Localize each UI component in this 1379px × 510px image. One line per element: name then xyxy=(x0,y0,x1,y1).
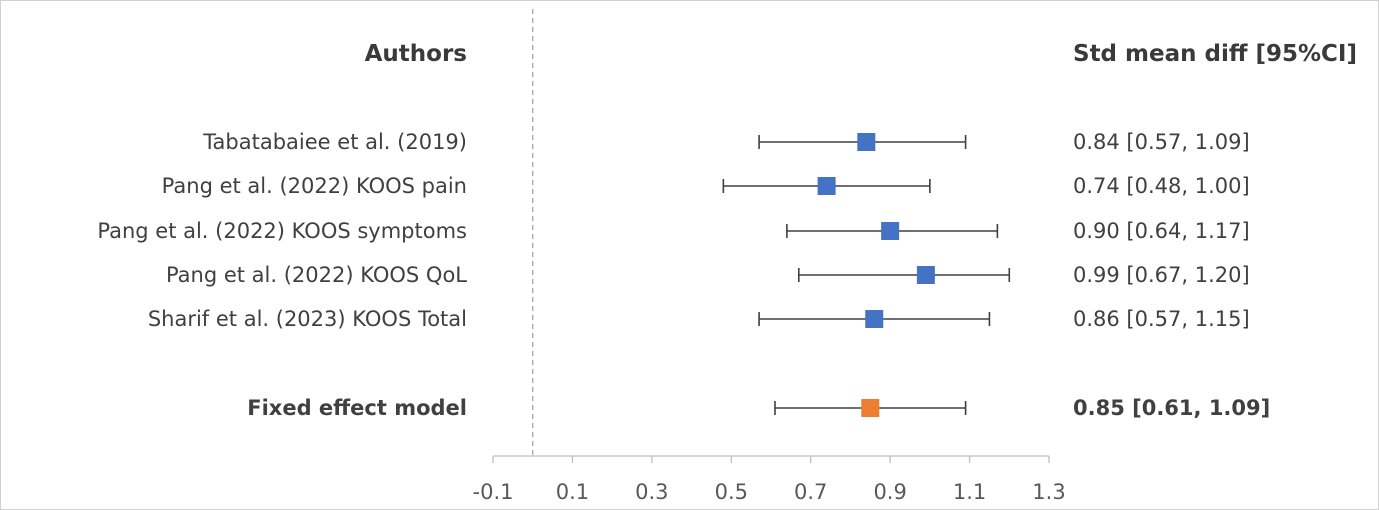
estimate-marker xyxy=(865,310,884,328)
row-label: Pang et al. (2022) KOOS QoL xyxy=(165,263,467,287)
x-tick-label: 0.9 xyxy=(873,480,906,504)
estimate-marker xyxy=(881,222,900,240)
row-effect-text: 0.99 [0.67, 1.20] xyxy=(1073,263,1250,287)
row-label: Pang et al. (2022) KOOS pain xyxy=(161,174,467,198)
row-effect-text: 0.90 [0.64, 1.17] xyxy=(1073,219,1250,243)
estimate-marker xyxy=(861,399,880,417)
row-effect-text: 0.86 [0.57, 1.15] xyxy=(1073,307,1250,331)
x-tick-label: 1.1 xyxy=(953,480,986,504)
row-effect-text: 0.84 [0.57, 1.09] xyxy=(1073,130,1250,154)
estimate-marker xyxy=(857,133,876,151)
x-tick-label: 1.3 xyxy=(1032,480,1065,504)
estimate-marker xyxy=(817,177,836,195)
x-tick-label: 0.7 xyxy=(794,480,827,504)
row-label: Tabatabaiee et al. (2019) xyxy=(203,130,467,154)
x-tick-label: -0.1 xyxy=(473,480,514,504)
row-label: Sharif et al. (2023) KOOS Total xyxy=(147,307,467,331)
x-tick-label: 0.1 xyxy=(556,480,589,504)
x-tick-label: 0.3 xyxy=(635,480,668,504)
row-effect-text: 0.74 [0.48, 1.00] xyxy=(1073,174,1250,198)
row-label: Fixed effect model xyxy=(247,396,467,420)
header-authors: Authors xyxy=(364,41,467,67)
estimate-marker xyxy=(916,266,935,284)
x-tick-label: 0.5 xyxy=(715,480,748,504)
row-label: Pang et al. (2022) KOOS symptoms xyxy=(97,219,467,243)
row-effect-text: 0.85 [0.61, 1.09] xyxy=(1073,396,1271,420)
header-std-mean-diff: Std mean diff [95%CI] xyxy=(1073,41,1357,67)
